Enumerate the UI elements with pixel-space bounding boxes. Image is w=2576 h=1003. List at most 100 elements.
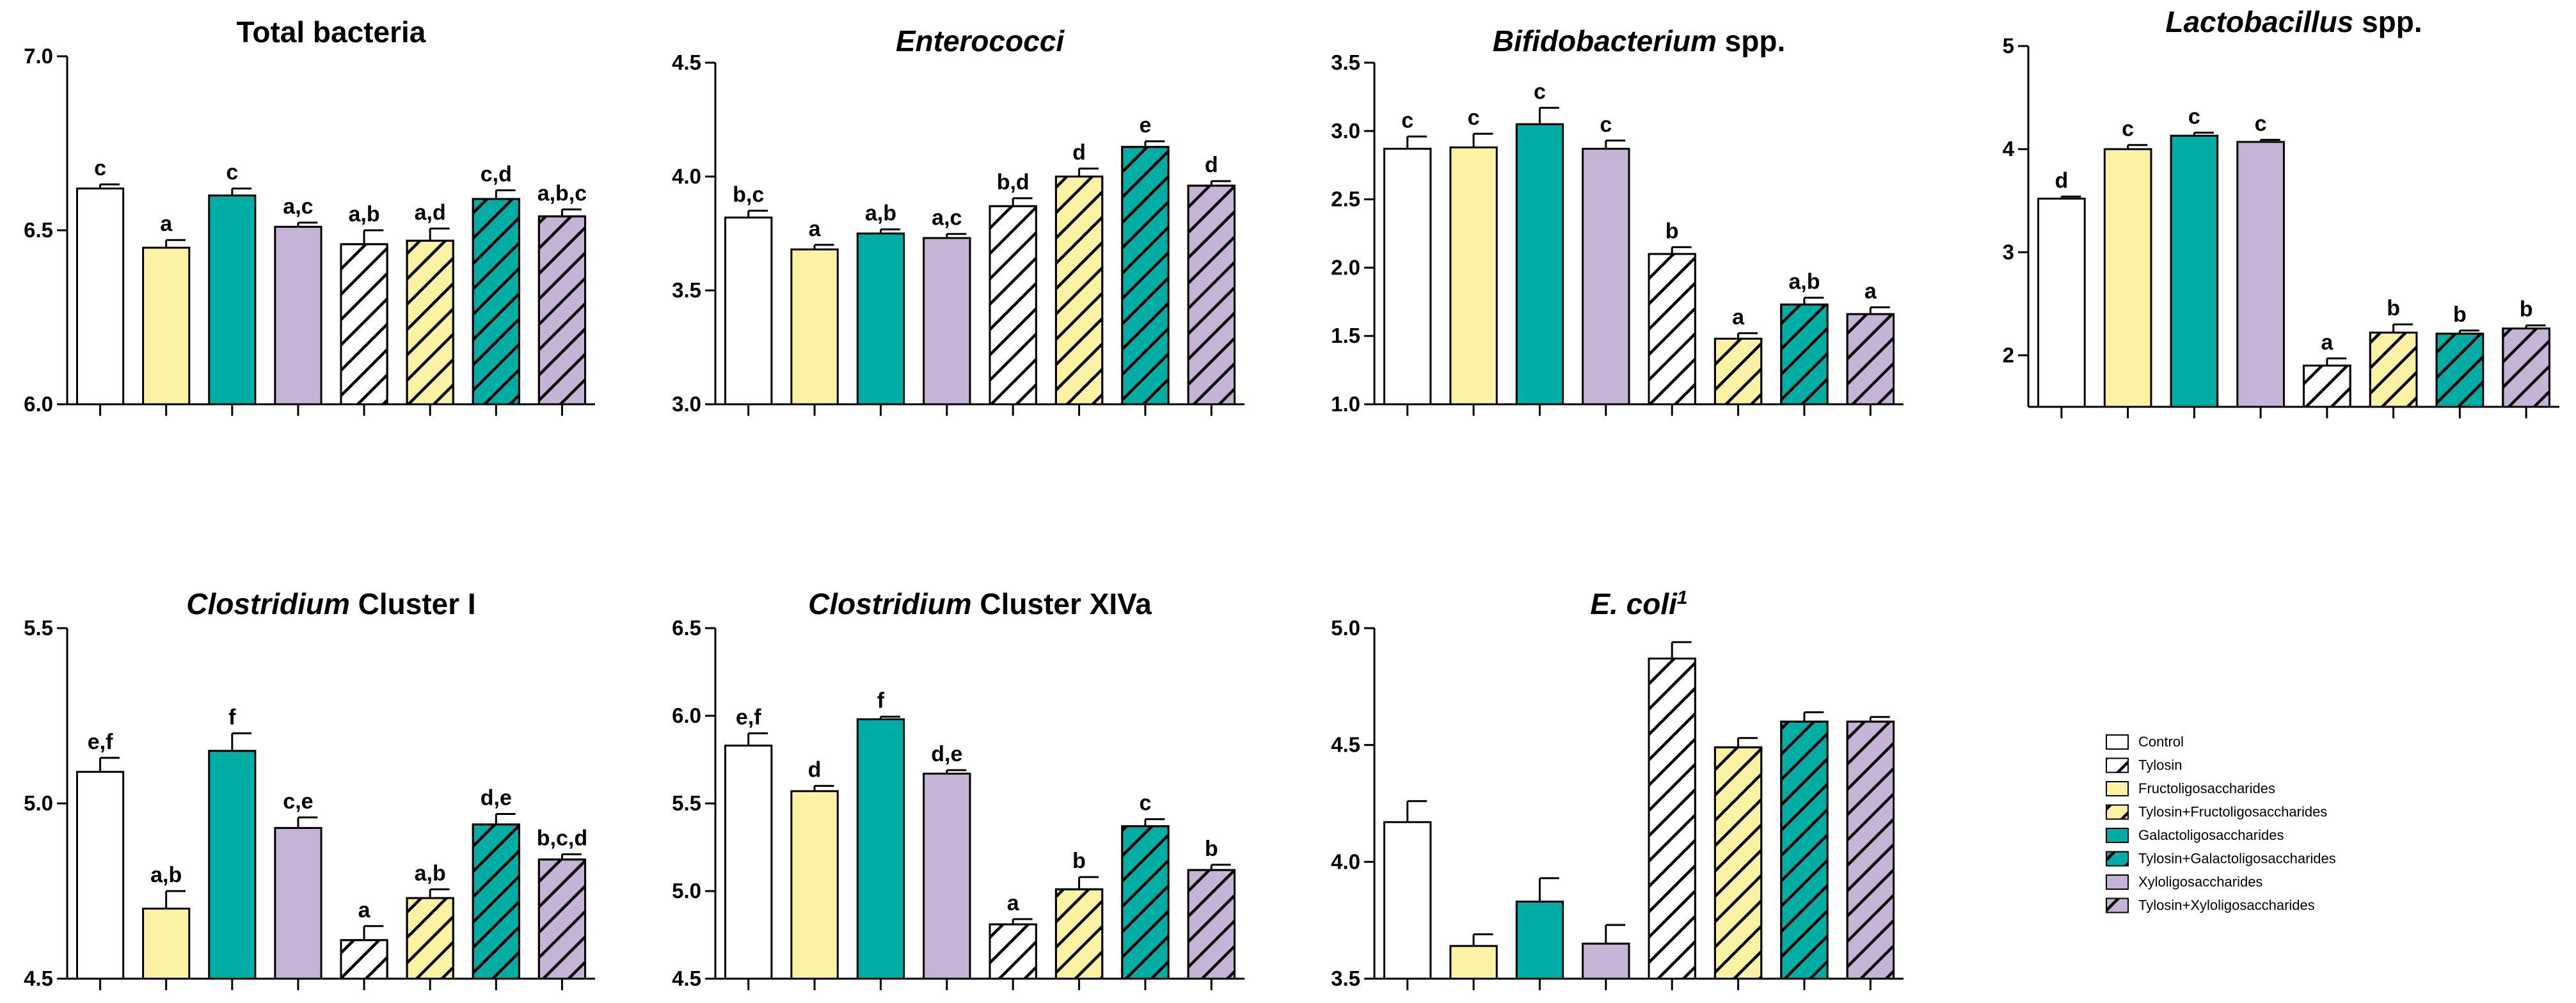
- bar-hatch: [2502, 328, 2550, 408]
- significance-letter: a: [1732, 305, 1745, 329]
- error-bar: [429, 888, 450, 898]
- significance-letter: c: [94, 156, 106, 180]
- bar: [1449, 945, 1498, 980]
- chart-panel-7: E. coli1 3.5 4.0 4.5 5.0: [1331, 587, 1904, 990]
- legend: Control Tylosin Fructoligosaccharides Tylos…: [2106, 734, 2336, 913]
- significance-letter: c: [226, 161, 238, 185]
- chart-panel-1: Total bacteria c a c a,c a,b a,d c,d a,b,c 6.0 6.5…: [24, 15, 595, 416]
- legend-swatch: [2106, 781, 2129, 796]
- legend-label: Tylosin+Xyloligosaccharides: [2138, 897, 2315, 913]
- error-bar: [2127, 144, 2148, 150]
- error-bar: [1737, 332, 1758, 339]
- y-tick-label: 6.0: [672, 704, 701, 727]
- legend-item: Control: [2106, 734, 2184, 750]
- significance-letter: c: [1468, 106, 1480, 130]
- chart-title: Enterococci: [896, 24, 1065, 58]
- error-bar: [946, 233, 967, 239]
- error-bar: [1538, 877, 1559, 902]
- significance-letter: c: [2255, 112, 2267, 136]
- bar: [76, 187, 125, 406]
- legend-label: Tylosin+Fructoligosaccharides: [2138, 804, 2327, 820]
- bar: [856, 718, 905, 980]
- bar-hatch: [1121, 825, 1170, 980]
- bar-hatch: [406, 239, 454, 406]
- significance-letter: a: [1007, 891, 1020, 915]
- y-tick-label: 7.0: [24, 44, 53, 68]
- error-bar: [165, 890, 186, 909]
- bar: [1383, 821, 1432, 980]
- significance-letter: c: [1139, 791, 1151, 816]
- significance-letter: c: [1534, 79, 1546, 104]
- significance-letter: a: [358, 898, 371, 922]
- y-tick-label: 6.5: [672, 616, 701, 640]
- error-bar: [1012, 918, 1033, 925]
- bar-hatch: [537, 858, 587, 980]
- significance-letter: a,b: [415, 861, 446, 885]
- error-bar: [231, 187, 252, 196]
- chart-title: Clostridium Cluster XIVa: [808, 587, 1152, 620]
- y-tick-label: 4.5: [24, 967, 53, 990]
- significance-letter: a,b: [349, 202, 380, 226]
- significance-letter: c: [2122, 117, 2134, 141]
- bar: [76, 771, 125, 980]
- y-tick-label: 2.5: [1331, 187, 1360, 211]
- error-bar: [1671, 641, 1692, 659]
- bar: [724, 745, 773, 980]
- significance-letter: e: [1139, 113, 1151, 138]
- significance-letter: b: [1666, 219, 1679, 243]
- error-bar: [1406, 135, 1427, 149]
- chart-panel-6: Clostridium Cluster XIVa e,f d f d,e a b c b 4.5 5…: [672, 587, 1244, 990]
- y-tick-label: 3.5: [672, 278, 701, 302]
- significance-letter: d: [1072, 141, 1086, 165]
- bar: [142, 907, 191, 980]
- significance-letter: f: [877, 688, 885, 713]
- error-bar: [2525, 324, 2546, 329]
- bar: [1582, 148, 1630, 406]
- bar: [1383, 148, 1432, 406]
- y-tick-label: 6.5: [24, 218, 53, 242]
- significance-letter: a,b: [865, 201, 896, 226]
- error-bar: [747, 732, 768, 746]
- bar: [208, 750, 257, 980]
- bar-hatch: [1713, 746, 1763, 980]
- y-tick-label: 5.0: [24, 791, 53, 815]
- chart-title: Bifidobacterium spp.: [1493, 24, 1786, 58]
- significance-letter: a: [2321, 330, 2334, 354]
- error-bar: [2259, 139, 2280, 142]
- chart-panel-2: Enterococci b,c a a,b a,c b,d d e d 3.0 3.5 4.0 4.5: [672, 24, 1244, 416]
- error-bar: [1803, 711, 1824, 722]
- y-tick-label: 5.5: [24, 616, 53, 640]
- error-bar: [1605, 139, 1626, 149]
- significance-letter: d: [1205, 153, 1218, 177]
- error-bar: [1605, 924, 1626, 944]
- significance-letter: b,c: [733, 182, 764, 207]
- chart-panel-5: Clostridium Cluster I e,f a,b f c,e a a,b d,e b,…: [24, 587, 595, 990]
- bar-hatch: [1648, 657, 1696, 980]
- error-bar: [1144, 818, 1165, 826]
- y-tick-label: 4.0: [1331, 849, 1360, 873]
- error-bar: [1210, 864, 1231, 871]
- y-tick-label: 4.5: [672, 51, 701, 74]
- error-bar: [2193, 131, 2214, 136]
- significance-letter: c: [1600, 113, 1612, 137]
- chart-panel-4: Lactobacillus spp. d c c c a b b b 2 3 4 5: [2003, 5, 2559, 418]
- bar: [274, 826, 322, 980]
- significance-letter: a,c: [283, 194, 313, 219]
- error-bar: [1671, 246, 1692, 255]
- legend-item: Xyloligosaccharides: [2106, 874, 2262, 890]
- significance-letter: b: [2453, 303, 2467, 327]
- error-bar: [297, 816, 318, 828]
- legend-label: Galactoligosaccharides: [2138, 827, 2284, 843]
- y-tick-label: 5.5: [672, 791, 701, 815]
- legend-label: Tylosin: [2138, 757, 2182, 773]
- legend-item: Tylosin+Galactoligosaccharides: [2106, 851, 2336, 867]
- bar-hatch: [1054, 175, 1104, 406]
- y-tick-label: 5.0: [1331, 616, 1360, 640]
- error-bar: [561, 853, 582, 860]
- y-tick-label: 3: [2003, 240, 2014, 264]
- significance-letter: a,b: [1788, 269, 1820, 294]
- y-tick-label: 6.0: [24, 392, 53, 416]
- significance-letter: b: [2520, 297, 2533, 322]
- bar: [2236, 141, 2285, 408]
- significance-letter: a: [809, 217, 822, 241]
